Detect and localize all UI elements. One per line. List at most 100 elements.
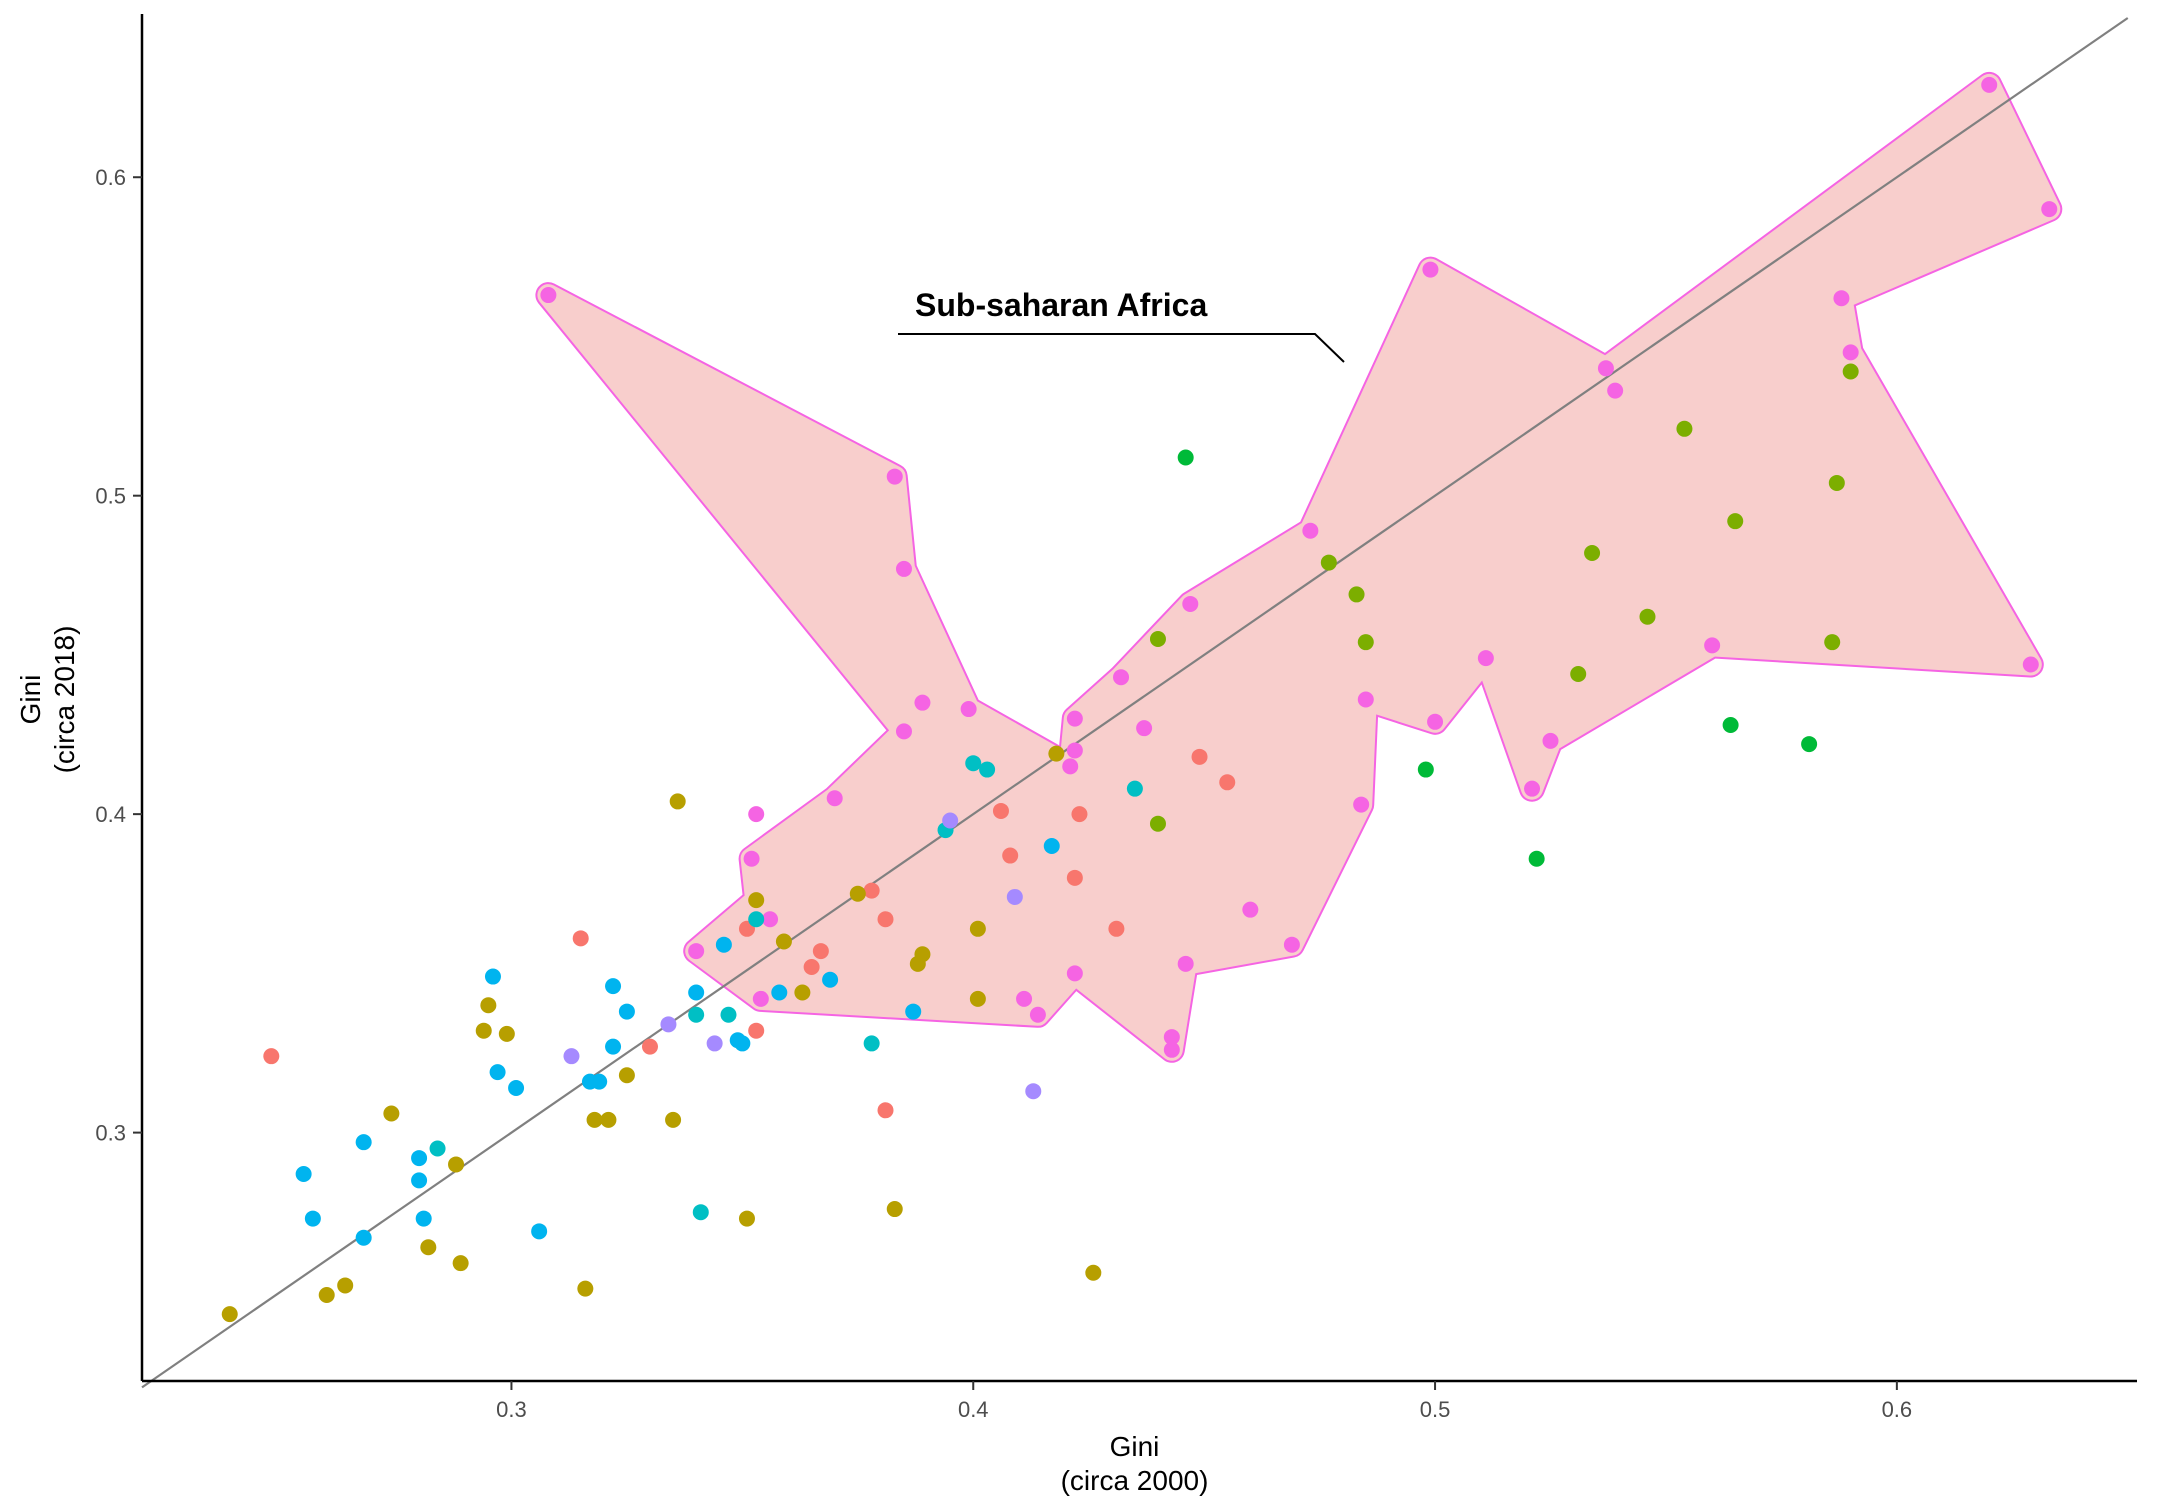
data-point <box>1357 634 1374 651</box>
data-point <box>914 694 931 711</box>
data-point <box>540 287 557 304</box>
data-point <box>498 1025 515 1042</box>
data-point <box>1607 382 1624 399</box>
data-point <box>1722 716 1739 733</box>
data-point <box>822 971 839 988</box>
data-point <box>480 997 497 1014</box>
data-point <box>295 1166 312 1183</box>
data-point <box>863 882 880 899</box>
data-point <box>355 1229 372 1246</box>
data-point <box>605 978 622 995</box>
data-point <box>1062 758 1079 775</box>
data-point <box>1348 586 1365 603</box>
data-point <box>1066 965 1083 982</box>
x-tick-label: 0.5 <box>1420 1397 1451 1422</box>
data-point <box>1639 608 1656 625</box>
data-point <box>914 946 931 963</box>
data-point <box>738 1210 755 1227</box>
data-point <box>715 936 732 953</box>
data-point <box>2022 656 2039 673</box>
y-axis-title-line1: Gini <box>15 675 46 725</box>
data-point <box>1071 806 1088 823</box>
data-point <box>586 1111 603 1128</box>
data-point <box>1066 742 1083 759</box>
data-point <box>591 1073 608 1090</box>
data-point <box>1016 990 1033 1007</box>
data-point <box>688 984 705 1001</box>
data-point <box>318 1287 335 1304</box>
data-point <box>448 1156 465 1173</box>
data-point <box>1002 847 1019 864</box>
x-tick-label: 0.3 <box>496 1397 527 1422</box>
data-point <box>688 1006 705 1023</box>
data-point <box>1417 761 1434 778</box>
data-point <box>221 1306 238 1323</box>
data-point <box>1136 720 1153 737</box>
data-point <box>720 1006 737 1023</box>
data-point <box>1477 650 1494 667</box>
data-point <box>411 1150 428 1167</box>
data-point <box>1528 850 1545 867</box>
data-point <box>1584 545 1601 562</box>
data-point <box>688 943 705 960</box>
data-points-layer <box>221 76 2058 1323</box>
annotation-label: Sub-saharan Africa <box>915 287 1207 323</box>
highlight-region-layer <box>535 71 2063 1063</box>
data-point <box>965 755 982 772</box>
data-point <box>895 560 912 577</box>
data-point <box>886 1201 903 1218</box>
data-point <box>600 1111 617 1128</box>
y-axis-title-line2: (circa 2018) <box>49 626 80 774</box>
data-point <box>992 802 1009 819</box>
data-point <box>1191 748 1208 765</box>
data-point <box>1182 595 1199 612</box>
data-point <box>605 1038 622 1055</box>
data-point <box>563 1048 580 1065</box>
data-point <box>1542 732 1559 749</box>
data-point <box>748 911 765 928</box>
data-point <box>942 812 959 829</box>
data-point <box>752 990 769 1007</box>
data-point <box>1422 261 1439 278</box>
data-point <box>337 1277 354 1294</box>
x-axis-title-line1: Gini <box>1110 1431 1160 1462</box>
data-point <box>577 1280 594 1297</box>
data-point <box>826 790 843 807</box>
data-point <box>877 911 894 928</box>
data-point <box>1524 780 1541 797</box>
data-point <box>1833 290 1850 307</box>
data-point <box>1149 815 1166 832</box>
data-point <box>669 793 686 810</box>
data-point <box>969 920 986 937</box>
data-point <box>895 723 912 740</box>
data-point <box>1283 936 1300 953</box>
data-point <box>2041 201 2058 218</box>
data-point <box>1842 363 1859 380</box>
x-tick-label: 0.6 <box>1882 1397 1913 1422</box>
data-point <box>775 933 792 950</box>
data-point <box>1842 344 1859 361</box>
data-point <box>1828 474 1845 491</box>
data-point <box>1801 736 1818 753</box>
data-point <box>905 1003 922 1020</box>
y-tick-label: 0.5 <box>95 484 126 509</box>
data-point <box>508 1080 525 1097</box>
data-point <box>794 984 811 1001</box>
y-tick-label: 0.6 <box>95 165 126 190</box>
data-point <box>1043 837 1060 854</box>
data-point <box>484 968 501 985</box>
data-point <box>1029 1006 1046 1023</box>
data-point <box>618 1067 635 1084</box>
x-axis-title-line2: (circa 2000) <box>1061 1465 1209 1496</box>
data-point <box>706 1035 723 1052</box>
data-point <box>383 1105 400 1122</box>
data-point <box>1085 1264 1102 1281</box>
data-point <box>475 1022 492 1039</box>
data-point <box>1320 554 1337 571</box>
reference-line-layer <box>141 17 2129 1389</box>
data-point <box>355 1134 372 1151</box>
data-point <box>1597 360 1614 377</box>
data-point <box>415 1210 432 1227</box>
data-point <box>960 701 977 718</box>
data-point <box>1357 691 1374 708</box>
